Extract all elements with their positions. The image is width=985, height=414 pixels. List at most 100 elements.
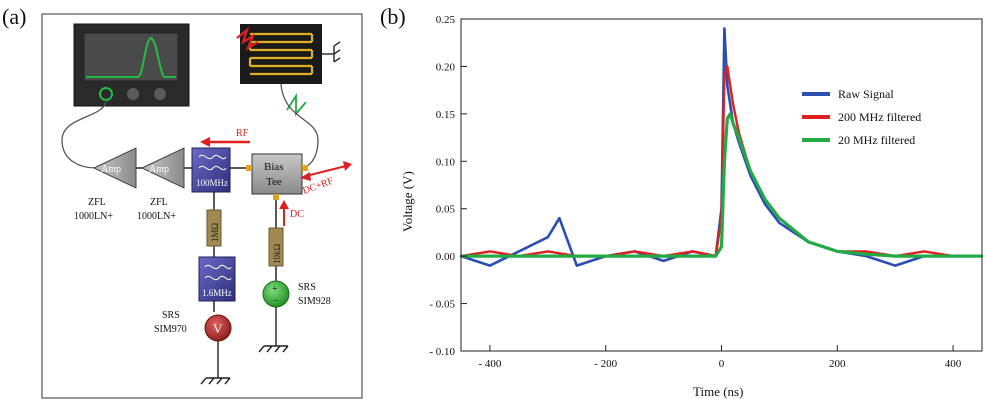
amp1-part-line2: 1000LN+ (74, 211, 113, 222)
data-point (726, 84, 729, 87)
y-tick-label: 0.10 (436, 156, 456, 168)
voltmeter-symbol: V (213, 321, 223, 336)
filter-1-6mhz-icon (198, 256, 236, 302)
bias-tee-label-line2: Tee (266, 176, 282, 188)
data-point (633, 250, 636, 253)
data-point (778, 217, 781, 220)
legend-label: 20 MHz filtered (838, 133, 915, 147)
data-point (558, 217, 561, 220)
source-name-line2: SIM928 (298, 296, 331, 307)
resistor-1mohm-icon (206, 209, 222, 247)
amplifier-2-icon (140, 147, 185, 189)
rf-label: RF (236, 128, 249, 139)
amp2-label: Amp (149, 164, 169, 175)
oscilloscope-icon (73, 23, 190, 107)
panel-a-label: (a) (2, 4, 26, 29)
data-point (737, 136, 741, 139)
data-point (778, 221, 781, 225)
source-minus: − (273, 296, 279, 307)
x-tick-label: 200 (829, 358, 846, 370)
resistor-left-label: 1MΩ (210, 222, 220, 242)
y-tick-label: 0.15 (436, 109, 456, 121)
chart-panel: (b) - 400 - 200 0 200 400 - 0.10 - 0.05 0.00 0.0… (380, 0, 985, 409)
data-point (922, 250, 926, 253)
data-point (488, 254, 492, 258)
filter-low-label: 1.6MHz (202, 288, 232, 298)
x-tick-label: - 400 (478, 358, 501, 370)
legend-label: 200 MHz filtered (838, 110, 921, 124)
data-point (865, 253, 868, 256)
data-point (731, 103, 735, 106)
data-point (893, 254, 897, 258)
amp2-part-line2: 1000LN+ (137, 211, 176, 222)
data-point (807, 240, 810, 244)
bias-tee-port-right (302, 165, 308, 171)
data-point (723, 160, 726, 163)
data-point (728, 112, 732, 116)
panel-b-label: (b) (380, 4, 406, 29)
data-point (726, 65, 729, 68)
data-point (517, 254, 521, 258)
bias-tee-icon (251, 153, 303, 195)
y-axis-label: Voltage (V) (400, 171, 415, 232)
data-point (691, 250, 694, 253)
x-tick-label: 400 (945, 358, 962, 370)
data-point (763, 202, 767, 206)
filter-100mhz-icon (191, 147, 231, 193)
legend: Raw Signal 200 MHz filtered 20 MHz filtere… (802, 87, 921, 147)
data-point (723, 74, 726, 78)
detector-chip-icon (236, 24, 341, 84)
data-point (546, 250, 550, 253)
y-tick-label: 0.05 (436, 204, 456, 216)
rf-arrow-icon (200, 137, 250, 147)
data-point (922, 254, 926, 258)
series-line (461, 112, 982, 258)
circuit-diagram-panel: (a) Amp ZFL 1000LN+ Amp ZFL 1000LN+ (0, 0, 380, 409)
x-axis-label: Time (ns) (693, 384, 743, 399)
data-point (763, 198, 767, 201)
data-point (951, 254, 955, 258)
data-point (517, 250, 521, 253)
y-tick-label: - 0.10 (429, 346, 455, 358)
data-point (691, 254, 694, 258)
x-tick-label: 0 (719, 358, 725, 370)
dcrf-arrow-icon (300, 161, 352, 181)
bias-tee-port-dc (273, 194, 279, 200)
axis-ticks: - 400 - 200 0 200 400 - 0.10 - 0.05 0.00 0.05 0.1… (429, 14, 961, 370)
circuit-diagram: (a) Amp ZFL 1000LN+ Amp ZFL 1000LN+ (2, 4, 363, 399)
x-tick-label: - 200 (594, 358, 617, 370)
dc-arrow-icon (279, 200, 289, 226)
bias-tee-port-left (246, 165, 252, 171)
resistor-right-label: 10kΩ (272, 244, 282, 265)
return-pulse-icon (286, 92, 307, 117)
data-point (720, 245, 723, 248)
amp1-part-line1: ZFL (88, 197, 106, 208)
y-tick-label: 0.25 (436, 14, 456, 26)
data-point (714, 254, 717, 258)
data-point (893, 264, 897, 267)
filter-100mhz-label: 100MHz (196, 178, 228, 188)
voltmeter-name-line2: SIM970 (154, 324, 187, 335)
voltage-time-chart: (b) - 400 - 200 0 200 400 - 0.10 - 0.05 0.00 0.0… (380, 4, 984, 399)
data-point (546, 235, 550, 239)
data-point (488, 264, 492, 267)
data-point (662, 254, 665, 258)
data-point (726, 117, 729, 120)
y-tick-label: 0.00 (436, 251, 456, 263)
data-point (604, 254, 607, 258)
ground-left-icon (200, 341, 231, 385)
data-point (836, 250, 839, 253)
bias-tee-label-line1: Bias (264, 161, 284, 173)
dc-label: DC (290, 209, 304, 220)
source-name-line1: SRS (298, 282, 316, 293)
data-point (749, 169, 752, 172)
resistor-10kohm-icon (268, 227, 284, 267)
data-point (662, 259, 665, 263)
data-point (575, 264, 578, 267)
amp1-label: Amp (101, 164, 121, 175)
data-point (865, 250, 868, 253)
plot-marks (459, 27, 984, 267)
cable-chip (280, 83, 319, 169)
amplifier-1-icon (92, 147, 137, 189)
source-plus: + (272, 284, 278, 295)
